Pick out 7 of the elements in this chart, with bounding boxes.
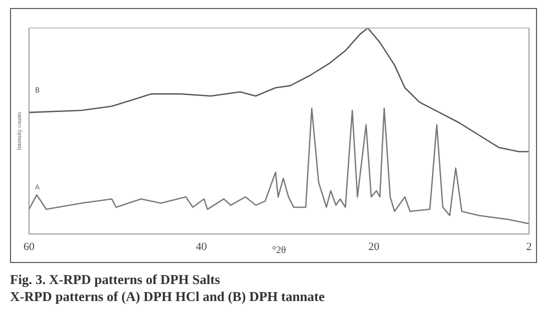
x-tick-label: 2: [526, 240, 532, 253]
x-tick-label: 40: [196, 240, 208, 253]
x-tick-label: 20: [368, 240, 380, 253]
x-tick-label: 60: [24, 240, 35, 253]
text: Fig. 3. X-RPD patterns of DPH Salts: [10, 271, 221, 288]
x-axis-title: °2θ: [272, 245, 286, 256]
text: X-RPD patterns of (A) DPH HCl and (B) DPH tannate: [10, 288, 326, 305]
